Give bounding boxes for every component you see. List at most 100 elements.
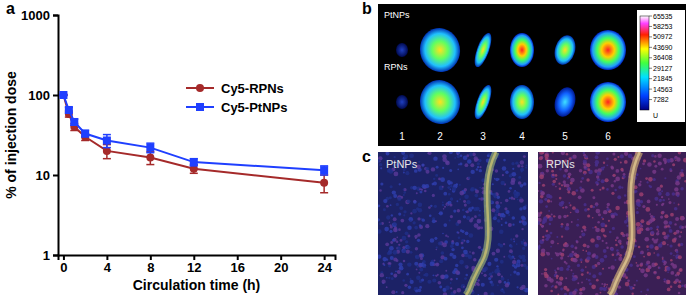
tissue-speck	[544, 274, 549, 279]
tissue-speck	[490, 292, 494, 295]
organ-number: 6	[605, 131, 611, 142]
tissue-speck	[432, 278, 436, 282]
tissue-speck	[445, 160, 449, 164]
tissue-speck	[669, 229, 673, 233]
tissue-speck	[620, 245, 624, 249]
tissue-speck	[436, 246, 438, 248]
tissue-speck	[597, 221, 599, 223]
tissue-speck	[410, 212, 412, 214]
tissue-speck	[418, 272, 420, 274]
y-axis: 1101001000	[21, 8, 58, 263]
tissue-speck	[522, 258, 526, 262]
tissue-speck	[566, 268, 569, 271]
tissue-speck	[477, 294, 479, 295]
tissue-speck	[427, 152, 429, 154]
tissue-speck	[500, 202, 502, 204]
tissue-speck	[378, 159, 380, 163]
tissue-speck	[466, 177, 470, 181]
tissue-speck	[587, 245, 590, 248]
tissue-speck	[380, 182, 383, 185]
tissue-speck	[580, 258, 583, 261]
tissue-speck	[505, 171, 508, 174]
tissue-speck	[618, 240, 622, 244]
tissue-speck	[497, 220, 500, 223]
tissue-speck	[677, 175, 682, 180]
tissue-speck	[410, 278, 412, 280]
tissue-speck	[562, 249, 564, 251]
tissue-speck	[538, 246, 540, 250]
tissue-speck	[621, 187, 623, 189]
tissue-speck	[419, 188, 421, 190]
tissue-speck	[469, 153, 473, 157]
tissue-speck	[566, 153, 569, 156]
tissue-speck	[401, 291, 404, 294]
tissue-speck	[406, 250, 410, 254]
tissue-speck	[430, 238, 435, 243]
tissue-speck	[541, 225, 544, 228]
tissue-speck	[539, 156, 543, 160]
tissue-speck	[418, 161, 420, 163]
tissue-speck	[398, 213, 401, 216]
tissue-speck	[654, 263, 658, 267]
tissue-speck	[631, 293, 633, 295]
tissue-speck	[586, 178, 589, 181]
tissue-speck	[625, 276, 628, 279]
tissue-speck	[386, 152, 390, 156]
tissue-speck	[660, 199, 662, 201]
tissue-speck	[518, 263, 520, 265]
legend-item: Cy5-PtNPs	[186, 100, 287, 115]
tissue-speck	[388, 265, 391, 268]
tissue-speck	[560, 253, 564, 257]
tissue-speck	[402, 279, 405, 282]
tissue-speck	[498, 243, 501, 246]
tissue-speck	[592, 196, 595, 199]
tissue-speck	[395, 270, 397, 272]
tissue-speck	[597, 172, 601, 176]
tissue-speck	[494, 178, 496, 180]
tissue-speck	[653, 178, 656, 181]
tissue-speck	[541, 273, 543, 275]
tissue-speck	[378, 255, 381, 259]
tissue-speck	[586, 256, 590, 260]
tissue-speck	[474, 158, 478, 162]
tissue-speck	[554, 269, 556, 271]
tissue-speck	[463, 286, 465, 288]
tissue-speck	[670, 252, 673, 255]
tissue-speck	[520, 197, 522, 199]
blood-vessel	[466, 152, 496, 295]
tissue-speck	[419, 225, 423, 229]
tissue-speck	[448, 193, 451, 196]
tissue-speck	[521, 215, 525, 219]
colorbar-tick-label: 29127	[653, 65, 673, 72]
tissue-speck	[564, 242, 567, 245]
tissue-speck	[415, 247, 418, 250]
tissue-speck	[596, 236, 601, 241]
tissue-speck	[422, 262, 424, 264]
tissue-speck	[450, 185, 453, 188]
tissue-speck	[392, 239, 395, 242]
tissue-speck	[463, 250, 468, 255]
tissue-speck	[572, 273, 574, 275]
tissue-speck	[658, 162, 662, 166]
tissue-speck	[489, 273, 492, 276]
tissue-speck	[654, 246, 658, 250]
tissue-speck	[386, 205, 389, 208]
tissue-speck	[548, 210, 550, 212]
tissue-speck	[557, 243, 559, 245]
tissue-speck	[436, 249, 438, 251]
tissue-speck	[495, 201, 499, 205]
error-bar-cap	[190, 173, 198, 175]
tissue-speck	[674, 223, 676, 225]
tissue-speck	[491, 208, 495, 212]
tissue-speck	[681, 226, 684, 229]
tissue-speck	[400, 239, 403, 242]
tissue-speck	[561, 201, 565, 205]
tissue-speck	[410, 251, 413, 254]
tissue-speck	[445, 235, 447, 237]
tissue-speck	[561, 184, 563, 186]
tissue-speck	[389, 246, 394, 251]
tissue-speck	[616, 236, 619, 239]
image-label: RPNs	[546, 158, 575, 170]
tissue-speck	[418, 202, 423, 207]
tissue-speck	[550, 232, 553, 235]
